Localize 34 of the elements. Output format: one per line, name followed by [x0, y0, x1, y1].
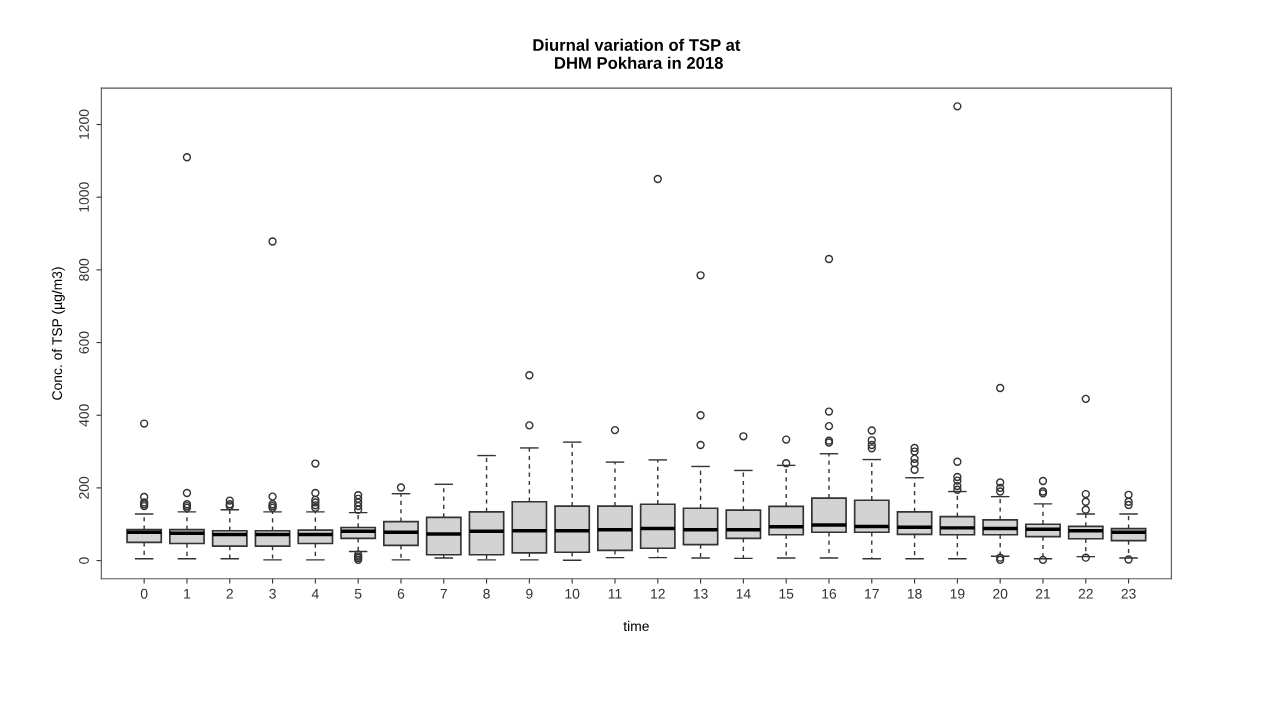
- chart-title: Diurnal variation of TSP at DHM Pokhara in 2018: [533, 38, 741, 69]
- x-tick-label: 15: [779, 588, 794, 599]
- x-tick-label: 18: [907, 588, 922, 599]
- y-tick-label: 1000: [79, 182, 89, 212]
- x-tick-label: 1: [184, 588, 191, 599]
- y-tick-label: 800: [79, 258, 89, 281]
- x-tick-label: 8: [483, 588, 490, 599]
- x-tick-label: 17: [865, 588, 879, 599]
- x-tick-label: 10: [565, 588, 580, 599]
- y-tick-label: 400: [79, 404, 89, 427]
- x-tick-label: 6: [397, 588, 405, 599]
- y-tick-label: 1200: [79, 109, 89, 139]
- x-tick-label: 11: [608, 588, 622, 599]
- x-tick-label: 2: [226, 588, 233, 599]
- x-tick-label: 14: [736, 588, 751, 599]
- x-tick-label: 21: [1035, 588, 1051, 599]
- y-axis-title: Conc. of TSP (µg/m3): [51, 267, 65, 400]
- x-tick-label: 5: [354, 588, 362, 599]
- x-tick-label: 3: [269, 588, 276, 599]
- x-tick-label: 20: [993, 588, 1008, 599]
- y-tick-label: 0: [79, 557, 89, 564]
- x-tick-label: 16: [822, 588, 837, 599]
- x-tick-label: 9: [526, 588, 533, 599]
- x-tick-label: 13: [693, 588, 708, 599]
- x-tick-label: 12: [651, 588, 665, 599]
- y-tick-label: 600: [79, 331, 89, 354]
- x-tick-label: 4: [311, 588, 319, 599]
- x-tick-label: 19: [950, 588, 965, 599]
- x-tick-label: 22: [1078, 588, 1093, 599]
- x-tick-label: 23: [1121, 588, 1136, 599]
- x-tick-label: 0: [140, 588, 148, 599]
- x-axis-title: time: [623, 620, 649, 632]
- x-tick-label: 7: [440, 588, 447, 599]
- y-tick-label: 200: [79, 476, 89, 499]
